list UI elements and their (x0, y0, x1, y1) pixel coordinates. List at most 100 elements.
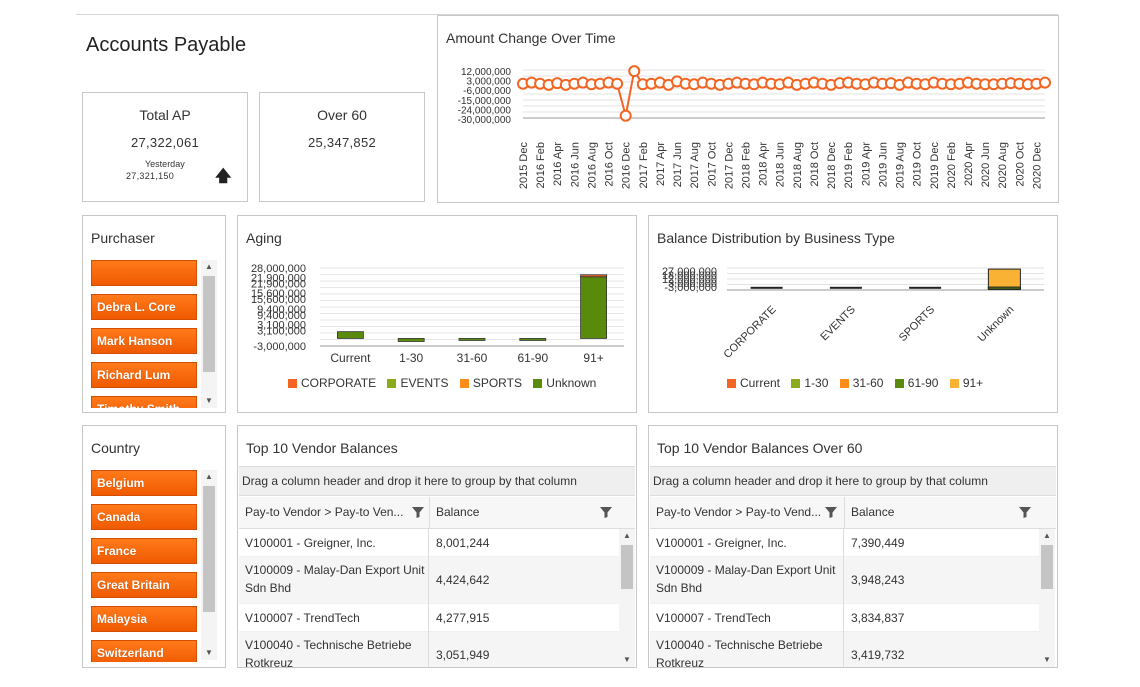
total-ap-label: Total AP (139, 107, 191, 123)
table-row[interactable]: V100007 - TrendTech 3,834,837 (650, 604, 1040, 632)
top-divider (76, 14, 1058, 15)
filter-icon[interactable] (411, 505, 425, 519)
vendor-cell: V100007 - TrendTech (656, 611, 771, 625)
legend-swatch (459, 379, 469, 388)
purchaser-item[interactable]: Timothy Smith (91, 396, 197, 408)
country-panel: Country Belgium Canada France Great Brit… (82, 425, 226, 668)
legend-swatch (387, 379, 397, 388)
vendor-grid-60-panel: Top 10 Vendor Balances Over 60 Drag a co… (648, 425, 1058, 668)
aging-title: Aging (246, 230, 282, 246)
country-scrollbar[interactable]: ▲ ▼ (201, 470, 217, 660)
scroll-thumb[interactable] (203, 486, 215, 612)
x-tick-label: 2020 Jun (980, 142, 992, 187)
x-tick-label: 2015 Dec (518, 142, 530, 190)
country-item[interactable]: Switzerland (91, 640, 197, 662)
column-header-vendor[interactable]: Pay-to Vendor > Pay-to Ven... (245, 505, 404, 519)
vendor-grid-60-title: Top 10 Vendor Balances Over 60 (657, 440, 863, 456)
balance-cell: 7,390,449 (851, 536, 905, 550)
table-row[interactable]: V100040 - Technische Betriebe Rotkreuz 3… (239, 632, 619, 667)
purchaser-item[interactable]: Debra L. Core (91, 294, 197, 320)
scroll-down-icon[interactable]: ▼ (623, 655, 631, 664)
x-tick-label: Current (330, 351, 371, 365)
over-60-label: Over 60 (317, 107, 367, 123)
data-point (611, 77, 624, 90)
data-point (1039, 76, 1051, 89)
table-row[interactable]: V100007 - TrendTech 4,277,915 (239, 604, 619, 632)
total-ap-value: 27,322,061 (130, 135, 200, 150)
grid-rows: V100001 - Greigner, Inc. 7,390,449 V1000… (650, 529, 1040, 667)
balance-legend: Current 1-30 31-60 61-90 91+ (719, 376, 983, 390)
x-tick-label: CORPORATE (722, 304, 779, 361)
y-tick-label: 3,100,000 (257, 325, 306, 337)
purchaser-scrollbar[interactable]: ▲ ▼ (201, 260, 217, 408)
scroll-down-icon[interactable]: ▼ (205, 396, 213, 405)
filter-icon[interactable] (1018, 505, 1032, 519)
vendor-cell: V100001 - Greigner, Inc. (656, 536, 787, 550)
x-tick-label: 2017 Feb (638, 142, 650, 188)
x-tick-label: 2019 Apr (860, 142, 872, 186)
scroll-thumb[interactable] (1041, 545, 1053, 589)
vendor-cell: V100007 - TrendTech (245, 611, 360, 625)
country-item[interactable]: Canada (91, 504, 197, 530)
purchaser-item[interactable]: Mark Hanson (91, 328, 197, 354)
country-item[interactable]: Malaysia (91, 606, 197, 632)
scroll-down-icon[interactable]: ▼ (1043, 655, 1051, 664)
group-by-drop-area[interactable]: Drag a column header and drop it here to… (239, 466, 635, 496)
scroll-thumb[interactable] (621, 545, 633, 589)
legend-label: SPORTS (472, 376, 522, 390)
scroll-up-icon[interactable]: ▲ (205, 262, 213, 271)
x-tick-label: 1-30 (399, 351, 423, 365)
filter-icon[interactable] (599, 505, 613, 519)
balance-dist-panel: Balance Distribution by Business Type 27… (648, 215, 1058, 413)
country-item[interactable]: Great Britain (91, 572, 197, 598)
purchaser-title: Purchaser (91, 230, 155, 246)
bar (519, 338, 547, 341)
scroll-up-icon[interactable]: ▲ (205, 472, 213, 481)
legend-swatch (727, 379, 736, 388)
table-row[interactable]: V100009 - Malay-Dan Export Unit Sdn Bhd … (650, 557, 1040, 604)
y-tick-label: 9,400,000 (257, 304, 306, 316)
grid-scrollbar[interactable]: ▲ ▼ (1039, 529, 1055, 667)
x-tick-label: Unknown (976, 304, 1017, 345)
scroll-up-icon[interactable]: ▲ (623, 531, 631, 540)
amount-change-title: Amount Change Over Time (446, 30, 616, 46)
column-header-vendor[interactable]: Pay-to Vendor > Pay-to Vend... (656, 505, 822, 519)
y-tick-label: -3,000,000 (253, 341, 306, 353)
purchaser-item[interactable] (91, 260, 197, 286)
x-tick-label: 2018 Dec (826, 142, 838, 190)
x-tick-label: 2016 Aug (586, 142, 598, 189)
purchaser-item[interactable]: Richard Lum (91, 362, 197, 388)
scroll-thumb[interactable] (203, 276, 215, 372)
y-tick-label: -3,000,000 (664, 282, 717, 294)
group-by-drop-area[interactable]: Drag a column header and drop it here to… (650, 466, 1056, 496)
x-tick-label: 2018 Apr (758, 142, 770, 186)
x-tick-label: 2020 Oct (1014, 142, 1026, 187)
vendor-cell: V100001 - Greigner, Inc. (245, 536, 376, 550)
table-row[interactable]: V100001 - Greigner, Inc. 7,390,449 (650, 529, 1040, 557)
y-tick-label: 3,000,000 (467, 77, 512, 88)
table-row[interactable]: V100009 - Malay-Dan Export Unit Sdn Bhd … (239, 557, 619, 604)
table-row[interactable]: V100001 - Greigner, Inc. 8,001,244 (239, 529, 619, 557)
grid-scrollbar[interactable]: ▲ ▼ (619, 529, 635, 667)
x-tick-label: 61-90 (517, 351, 548, 365)
yesterday-label: Yesterday (145, 159, 185, 169)
x-tick-label: 2016 Jun (569, 142, 581, 187)
country-item[interactable]: Belgium (91, 470, 197, 496)
table-row[interactable]: V100040 - Technische Betriebe Rotkreuz 3… (650, 632, 1040, 667)
legend-swatch (288, 379, 297, 388)
scroll-up-icon[interactable]: ▲ (1043, 531, 1051, 540)
x-tick-label: 2019 Jun (877, 142, 889, 187)
x-tick-label: 2016 Oct (604, 142, 616, 187)
balance-cell: 3,948,243 (851, 573, 905, 587)
y-tick-label: 21,900,000 (251, 273, 306, 285)
bar (750, 286, 783, 289)
scroll-down-icon[interactable]: ▼ (205, 648, 213, 657)
grid-rows: V100001 - Greigner, Inc. 8,001,244 V1000… (239, 529, 619, 667)
country-item[interactable]: France (91, 538, 197, 564)
column-header-balance[interactable]: Balance (436, 505, 480, 519)
x-tick-label: SPORTS (897, 304, 937, 344)
country-title: Country (91, 440, 141, 456)
filter-icon[interactable] (824, 505, 838, 519)
column-header-balance[interactable]: Balance (851, 505, 895, 519)
legend-label: CORPORATE (301, 376, 377, 390)
